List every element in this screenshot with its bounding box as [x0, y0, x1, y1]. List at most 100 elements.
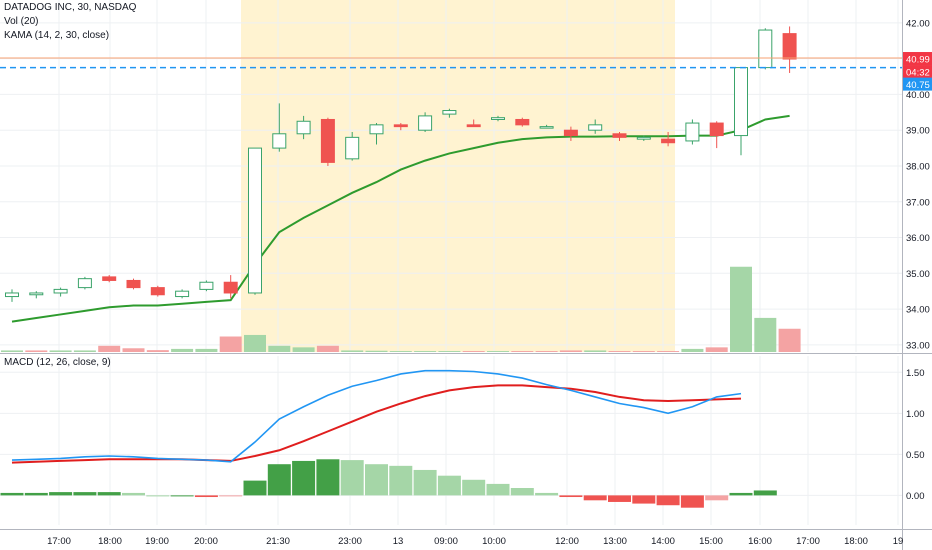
candle-body: [685, 122, 700, 142]
volume-bar: [389, 351, 412, 352]
line-price-badge: [903, 77, 932, 91]
countdown-label: 04:32: [906, 68, 930, 79]
candle-body: [734, 67, 748, 137]
volume-bar: [73, 350, 96, 352]
macd-tick-label: 1.50: [906, 368, 925, 379]
macd-histogram-bar: [146, 495, 170, 497]
volume-bar: [316, 345, 339, 352]
candle-body: [661, 138, 676, 144]
candle-body: [758, 29, 773, 69]
macd-legend[interactable]: MACD (12, 26, close, 9): [4, 357, 111, 368]
macd-histogram-bar: [194, 495, 218, 498]
candle-body: [345, 136, 360, 160]
volume-bar: [632, 351, 655, 352]
macd-histogram-bar: [656, 495, 680, 506]
last-price-badge: [903, 52, 932, 66]
macd-histogram-bar: [122, 492, 145, 496]
candle-body: [53, 288, 68, 294]
macd-histogram-bar: [97, 492, 121, 496]
macd-histogram-bar: [267, 464, 291, 496]
candle-body: [175, 290, 190, 298]
price-tick-label: 42.00: [906, 18, 930, 29]
time-tick-label: 19:00: [145, 536, 169, 547]
candle-body: [248, 147, 262, 294]
volume-bar: [511, 351, 534, 352]
volume-bar: [681, 348, 704, 352]
macd-histogram-bar: [243, 480, 267, 496]
candle-body: [77, 278, 92, 289]
time-tick-label: 18:00: [98, 536, 122, 547]
price-tick-label: 35.00: [906, 269, 930, 280]
candle-body: [418, 115, 433, 131]
line-price-label: 40.75: [906, 80, 930, 91]
candle-body: [223, 281, 238, 294]
candle-body: [102, 276, 117, 281]
candle-body: [320, 118, 335, 163]
time-tick-label: 17:00: [47, 536, 71, 547]
time-tick-label: 20:00: [194, 536, 218, 547]
volume-bar: [414, 351, 437, 352]
candle-body: [296, 120, 311, 135]
kama-line: [11, 114, 790, 323]
macd-histogram-bar: [705, 495, 729, 501]
time-tick-label: 17:00: [796, 536, 820, 547]
time-tick-label: 23:00: [338, 536, 362, 547]
main-legend: DATADOG INC, 30, NASDAQ Vol (20) KAMA (1…: [4, 1, 136, 43]
volume-bar: [49, 350, 72, 352]
macd-histogram-bar: [462, 479, 486, 496]
candle-body: [5, 292, 19, 298]
volume-bar: [25, 350, 48, 352]
volume-bar: [657, 351, 680, 352]
time-tick-label: 09:00: [434, 536, 458, 547]
macd-histogram-bar: [486, 483, 510, 496]
volume-bar: [584, 350, 607, 352]
macd-histogram-bar: [535, 492, 559, 496]
candle-body: [466, 124, 481, 128]
candle-body: [563, 129, 578, 137]
price-tick-label: 36.00: [906, 233, 930, 244]
macd-line: [11, 369, 742, 463]
volume-legend[interactable]: Vol (20): [4, 16, 39, 27]
volume-bar: [559, 350, 582, 352]
price-tick-label: 34.00: [906, 305, 930, 316]
candle-body: [29, 292, 44, 296]
volume-bar: [535, 351, 558, 352]
macd-histogram-bar: [608, 495, 631, 502]
countdown-badge: [903, 65, 932, 79]
symbol-title[interactable]: DATADOG INC, 30, NASDAQ: [4, 2, 137, 13]
session-highlight: [241, 0, 675, 352]
volume-bar: [268, 345, 291, 352]
volume-bar: [730, 266, 752, 352]
time-tick-label: 21:30: [266, 536, 290, 547]
volume-bar: [1, 350, 23, 352]
time-tick-label: 13:00: [603, 536, 627, 547]
macd-histogram-bar: [559, 495, 583, 498]
price-tick-label: 33.00: [906, 340, 930, 351]
price-tick-label: 37.00: [906, 197, 930, 208]
time-tick-label: 19: [893, 536, 904, 547]
macd-histogram-bar: [170, 495, 194, 497]
volume-bar: [341, 350, 364, 352]
macd-histogram-bar: [583, 495, 607, 501]
candle-body: [369, 124, 384, 135]
macd-histogram-bar: [437, 475, 461, 496]
time-tick-label: 16:00: [748, 536, 772, 547]
macd-histogram-bar: [73, 492, 97, 496]
candle-body: [442, 110, 457, 115]
kama-legend[interactable]: KAMA (14, 2, 30, close): [4, 30, 110, 41]
time-tick-label: 10:00: [482, 536, 506, 547]
volume-bar: [292, 347, 315, 352]
macd-histogram-bar: [632, 495, 656, 504]
volume-bar: [705, 347, 728, 352]
macd-histogram-bar: [413, 469, 437, 496]
candle-body: [515, 118, 530, 126]
macd-histogram-bar: [340, 460, 364, 496]
candle-body: [199, 281, 214, 290]
macd-histogram-bar: [729, 492, 753, 496]
macd-tick-label: 0.50: [906, 450, 925, 461]
volume-bar: [98, 345, 121, 352]
volume-bar: [608, 351, 631, 352]
candle-body: [150, 287, 165, 296]
